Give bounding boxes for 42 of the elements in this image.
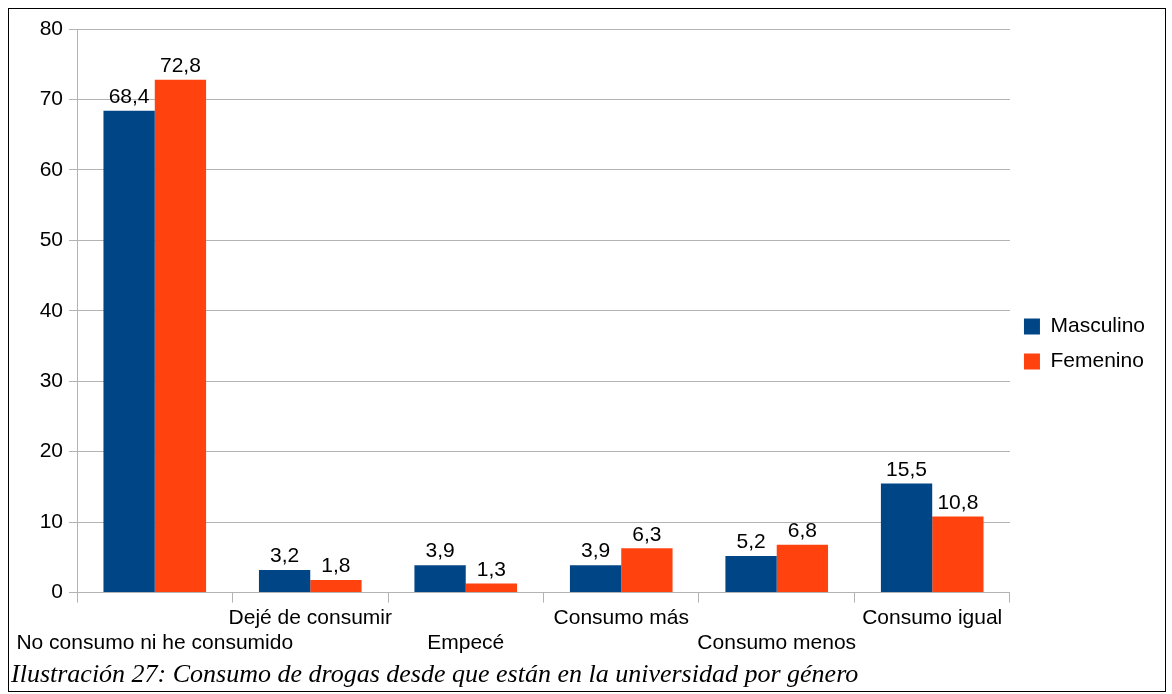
y-tick-label: 80 bbox=[39, 15, 64, 39]
legend-label: Masculino bbox=[1050, 313, 1146, 337]
data-label: 1,3 bbox=[476, 556, 507, 580]
bar bbox=[154, 79, 207, 593]
bar bbox=[725, 555, 777, 593]
x-tick-label: Empecé bbox=[427, 630, 505, 654]
y-tick-label: 40 bbox=[39, 297, 64, 321]
data-label: 3,2 bbox=[270, 543, 300, 567]
data-label: 1,8 bbox=[321, 553, 351, 577]
bar bbox=[465, 583, 518, 593]
bar bbox=[103, 110, 155, 593]
x-tick-label: Dejé de consumir bbox=[228, 605, 392, 628]
y-tick-label: 60 bbox=[39, 156, 64, 180]
y-tick-label: 70 bbox=[39, 86, 64, 110]
bar bbox=[776, 544, 829, 593]
y-tick-label: 10 bbox=[39, 508, 64, 532]
data-label: 3,9 bbox=[580, 538, 611, 562]
data-label: 68,4 bbox=[108, 84, 150, 108]
bar bbox=[621, 548, 673, 593]
x-tick-label: No consumo ni he consumido bbox=[16, 630, 294, 654]
bar bbox=[258, 570, 311, 593]
text: Ilustración 27: Consumo de drogas desde que están en la universidad por género bbox=[10, 659, 860, 690]
x-tick-label: Consumo menos bbox=[697, 630, 857, 654]
data-label: 72,8 bbox=[159, 53, 201, 77]
y-tick-label: 50 bbox=[39, 227, 64, 251]
bar bbox=[414, 565, 466, 593]
data-label: 5,2 bbox=[736, 529, 766, 553]
bar bbox=[932, 516, 984, 593]
y-tick-label: 30 bbox=[39, 368, 64, 392]
bar bbox=[569, 565, 622, 593]
data-label: 3,9 bbox=[425, 538, 455, 562]
data-label: 15,5 bbox=[886, 456, 927, 480]
data-label: 6,8 bbox=[787, 517, 817, 541]
legend-label: Femenino bbox=[1050, 348, 1144, 372]
x-tick-label: Consumo igual bbox=[862, 605, 1003, 628]
bar bbox=[310, 579, 362, 593]
y-tick-label: 0 bbox=[51, 579, 64, 603]
y-tick-label: 20 bbox=[39, 438, 64, 462]
x-tick-label: Consumo más bbox=[553, 605, 689, 628]
data-label: 10,8 bbox=[937, 489, 979, 513]
data-label: 6,3 bbox=[632, 521, 662, 545]
bar bbox=[880, 483, 933, 593]
